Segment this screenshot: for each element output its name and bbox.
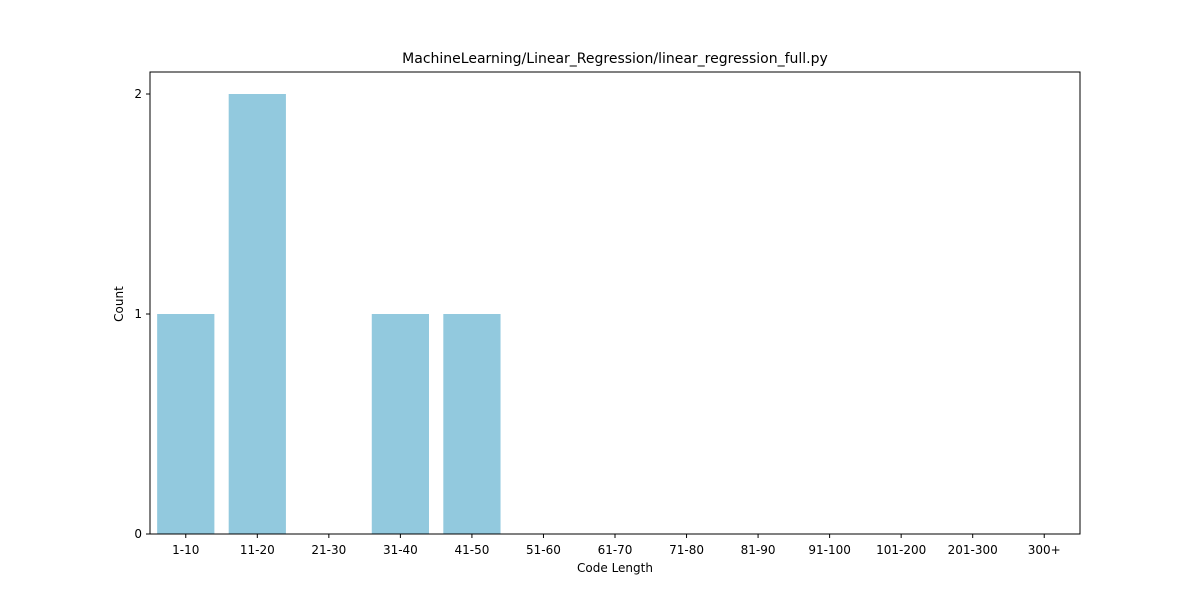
x-tick-label: 21-30 bbox=[311, 543, 346, 557]
x-tick-label: 71-80 bbox=[669, 543, 704, 557]
x-tick-label: 101-200 bbox=[876, 543, 926, 557]
x-axis-label: Code Length bbox=[577, 561, 653, 575]
plot-frame bbox=[149, 71, 1081, 535]
bar-11-20 bbox=[228, 94, 286, 534]
x-tick-label: 61-70 bbox=[598, 543, 633, 557]
x-axis: 1-10 11-20 21-30 31-40 41-50 51-60 61-70 71-80 8… bbox=[172, 534, 1061, 557]
x-tick-label: 1-10 bbox=[172, 543, 199, 557]
x-tick-label: 300+ bbox=[1028, 543, 1061, 557]
x-tick-label: 91-100 bbox=[808, 543, 851, 557]
y-axis: 0 1 2 bbox=[134, 87, 150, 541]
x-tick-label: 31-40 bbox=[383, 543, 418, 557]
y-axis-label: Count bbox=[112, 286, 126, 322]
chart-title: MachineLearning/Linear_Regression/linear… bbox=[402, 51, 828, 67]
y-tick-label: 2 bbox=[134, 87, 142, 101]
x-tick-label: 51-60 bbox=[526, 543, 561, 557]
bar-31-40 bbox=[371, 314, 429, 534]
x-tick-label: 11-20 bbox=[240, 543, 275, 557]
x-tick-label: 81-90 bbox=[741, 543, 776, 557]
y-tick-label: 0 bbox=[134, 527, 142, 541]
x-tick-label: 41-50 bbox=[454, 543, 489, 557]
bar-41-50 bbox=[443, 314, 501, 534]
bars-layer bbox=[157, 94, 501, 534]
bar-1-10 bbox=[157, 314, 215, 534]
y-tick-label: 1 bbox=[134, 307, 142, 321]
x-tick-label: 201-300 bbox=[948, 543, 998, 557]
